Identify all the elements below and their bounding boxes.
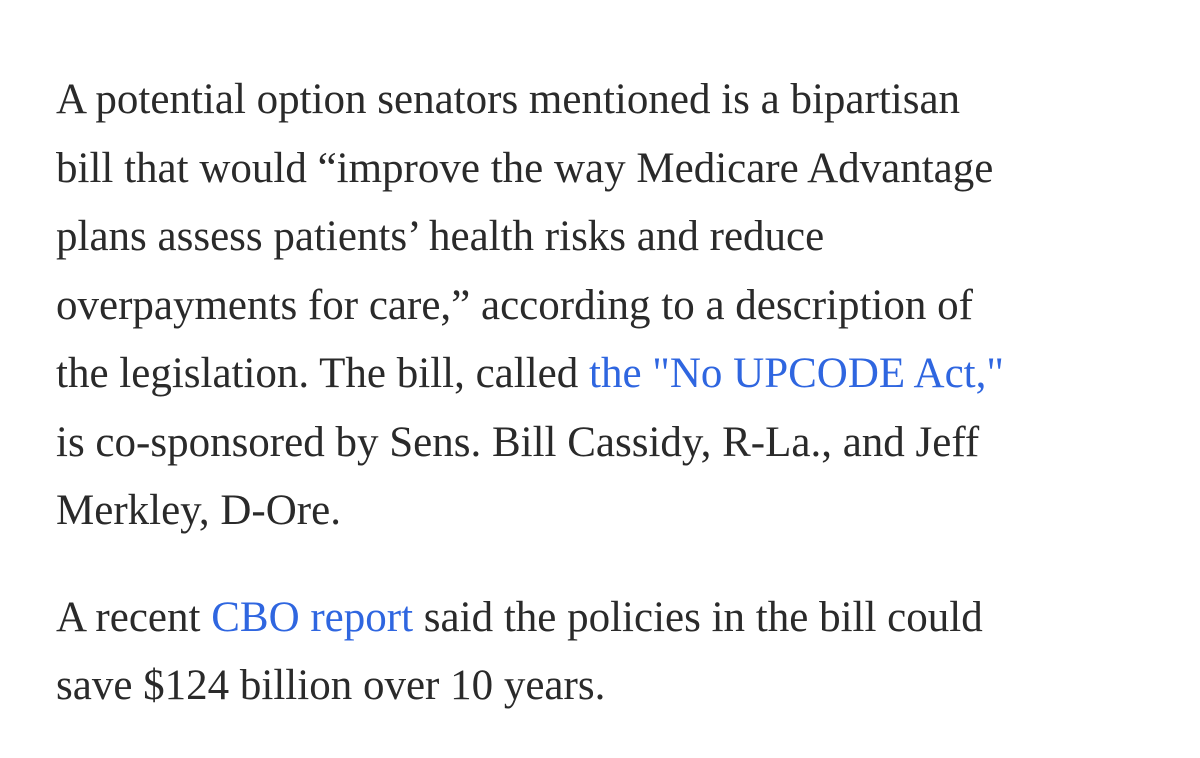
article-body: A potential option senators mentioned is… xyxy=(56,66,1176,721)
text-span: is co-sponsored by Sens. Bill Cassidy, R… xyxy=(56,418,980,466)
text-line: plans assess patients’ health risks and … xyxy=(56,203,1176,272)
text-span: save $124 billion over 10 years. xyxy=(56,662,606,709)
text-line: A recent CBO report said the policies in… xyxy=(56,584,1176,653)
text-span: said the policies in the bill could xyxy=(413,593,983,641)
text-line: Merkley, D-Ore. xyxy=(56,477,1176,546)
text-span: Merkley, D-Ore. xyxy=(56,487,341,534)
text-span: overpayments for care,” according to a d… xyxy=(56,281,973,329)
article-paragraph: A recent CBO report said the policies in… xyxy=(56,584,1176,721)
text-line: is co-sponsored by Sens. Bill Cassidy, R… xyxy=(56,409,1176,478)
text-line: overpayments for care,” according to a d… xyxy=(56,272,1176,341)
text-line: save $124 billion over 10 years. xyxy=(56,652,1176,721)
text-line: bill that would “improve the way Medicar… xyxy=(56,135,1176,204)
text-span: bill that would “improve the way Medicar… xyxy=(56,144,994,192)
article-paragraph: A potential option senators mentioned is… xyxy=(56,66,1176,546)
no-upcode-act-link[interactable]: the "No UPCODE Act," xyxy=(589,350,1004,397)
text-span: A potential option senators mentioned is… xyxy=(56,76,961,123)
text-line: the legislation. The bill, called the "N… xyxy=(56,340,1176,409)
text-span: plans assess patients’ health risks and … xyxy=(56,213,825,260)
text-line: A potential option senators mentioned is… xyxy=(56,66,1176,135)
cbo-report-link[interactable]: CBO report xyxy=(211,593,414,641)
text-span: A recent xyxy=(56,593,212,641)
text-span: the legislation. The bill, called xyxy=(56,350,589,397)
